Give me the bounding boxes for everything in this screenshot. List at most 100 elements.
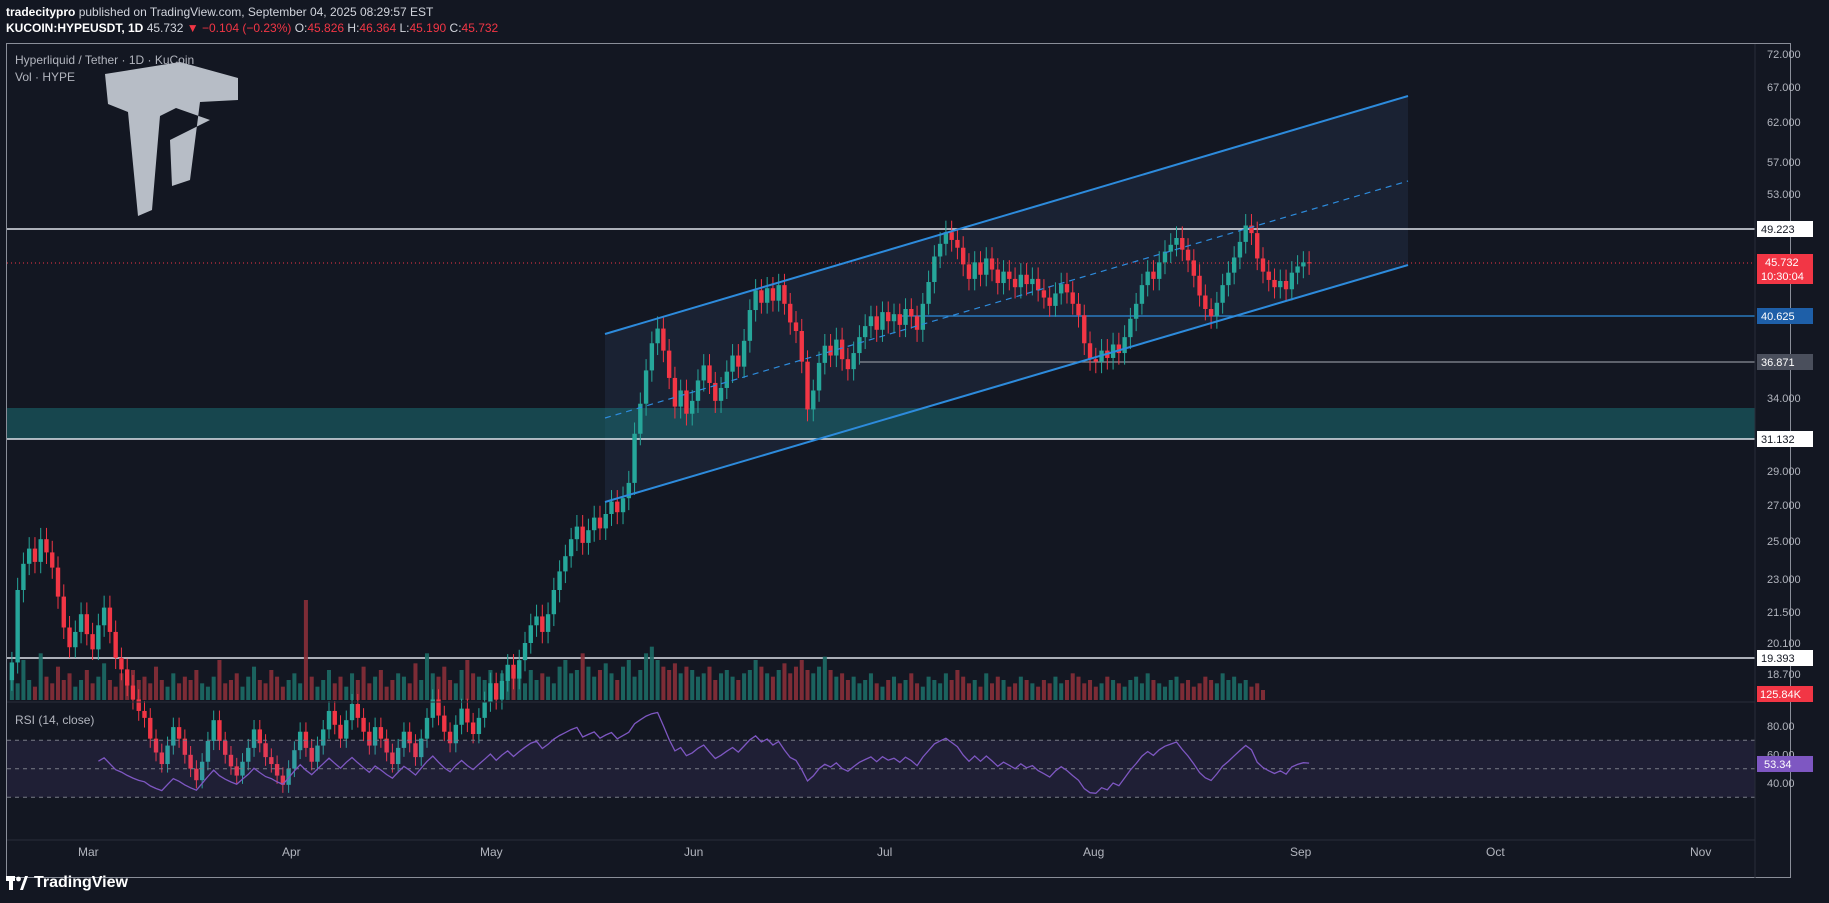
volume-bar [269, 670, 274, 700]
volume-bar [995, 676, 1000, 700]
candle-body [297, 731, 303, 751]
candle-body [1024, 274, 1029, 285]
volume-bar [811, 673, 816, 700]
volume-bar [799, 660, 804, 700]
candle-body [672, 377, 678, 407]
publisher-name[interactable]: tradecitypro [6, 5, 76, 19]
candle-body [891, 314, 897, 322]
candle-body [442, 715, 447, 732]
volume-bar [1024, 680, 1029, 700]
candle-body [96, 625, 101, 650]
volume-bar [1174, 676, 1179, 700]
candle-body [620, 498, 626, 513]
volume-bar [205, 686, 210, 700]
volume-bar [649, 646, 654, 700]
volume-bar [938, 683, 943, 700]
volume-bar [1093, 686, 1098, 700]
volume-bar [442, 666, 447, 700]
candle-body [1064, 284, 1070, 293]
candle-body [459, 708, 464, 725]
candle-body [499, 680, 505, 700]
candle-body [603, 514, 608, 529]
volume-bar [188, 680, 193, 700]
month-label: Apr [282, 845, 301, 859]
candle-body [862, 326, 868, 338]
candle-body [1306, 262, 1312, 264]
candle-body [130, 685, 136, 700]
candle-body [839, 339, 845, 360]
candle-body [736, 355, 741, 367]
volume-bar [874, 683, 879, 700]
volume-bar [1191, 686, 1196, 700]
symbol-name[interactable]: KUCOIN:HYPEUSDT, 1D [6, 21, 144, 35]
volume-bar [1226, 680, 1231, 700]
candle-body [580, 526, 585, 543]
volume-bar [292, 673, 297, 700]
candle-body [1283, 280, 1289, 290]
volume-bar [805, 670, 810, 700]
candle-body [101, 607, 107, 626]
volume-bar [315, 686, 320, 700]
candle-body [332, 710, 337, 725]
volume-bar [1249, 686, 1254, 700]
candle-body [367, 731, 372, 746]
candle-body [741, 340, 747, 367]
candle-body [643, 370, 649, 404]
volume-bar [263, 683, 268, 700]
volume-bar [1076, 676, 1081, 700]
candle-body [84, 614, 90, 635]
volume-bar [1151, 680, 1156, 700]
candle-body [793, 322, 799, 332]
candle-body [424, 717, 430, 739]
candle-body [1197, 275, 1202, 296]
volume-bar [32, 686, 37, 700]
price-tick-label: 21.500 [1767, 607, 1801, 619]
candle-body [753, 290, 758, 311]
candle-body [609, 501, 614, 514]
candle-body [194, 768, 199, 781]
volume-bar [165, 686, 170, 700]
candle-body [1133, 303, 1139, 319]
volume-bar [1186, 680, 1191, 700]
candle-body [540, 616, 545, 632]
candle-body [263, 743, 268, 758]
candle-body [943, 232, 949, 244]
volume-bar [701, 673, 706, 700]
candle-body [776, 285, 781, 301]
candle-body [574, 526, 580, 540]
volume-bar [154, 666, 159, 700]
candle-body [528, 625, 533, 643]
candle-body [1128, 318, 1133, 338]
volume-bar [1128, 680, 1133, 700]
candle-body [142, 710, 147, 718]
candle-body [50, 552, 55, 568]
close-label: C: [449, 21, 462, 35]
volume-bar [1203, 676, 1208, 700]
volume-bar [1036, 686, 1041, 700]
symbol-line: KUCOIN:HYPEUSDT, 1D 45.732 ▼ −0.104 (−0.… [6, 21, 498, 35]
candle-body [1243, 225, 1248, 242]
volume-bar [61, 680, 66, 700]
volume-bar [390, 680, 395, 700]
candle-body [182, 738, 188, 755]
volume-bar [707, 666, 712, 700]
candle-body [730, 355, 735, 372]
candle-body [920, 303, 926, 330]
volume-legend[interactable]: Vol · HYPE [15, 70, 76, 84]
candle-body [309, 747, 314, 762]
candle-body [880, 312, 885, 330]
volume-bar [926, 676, 931, 700]
volume-bar [476, 676, 481, 700]
candle-body [718, 387, 724, 401]
tradingview-brand[interactable]: TradingView [6, 874, 128, 892]
volume-bar [724, 670, 729, 700]
candle-body [15, 590, 20, 663]
volume-bar [159, 680, 164, 700]
rsi-legend[interactable]: RSI (14, close) [15, 713, 95, 727]
volume-bar [321, 680, 326, 700]
volume-bar [303, 600, 308, 700]
candle-body [759, 290, 764, 303]
volume-bar [557, 666, 562, 700]
pair-legend[interactable]: Hyperliquid / Tether · 1D · KuCoin [15, 53, 195, 67]
